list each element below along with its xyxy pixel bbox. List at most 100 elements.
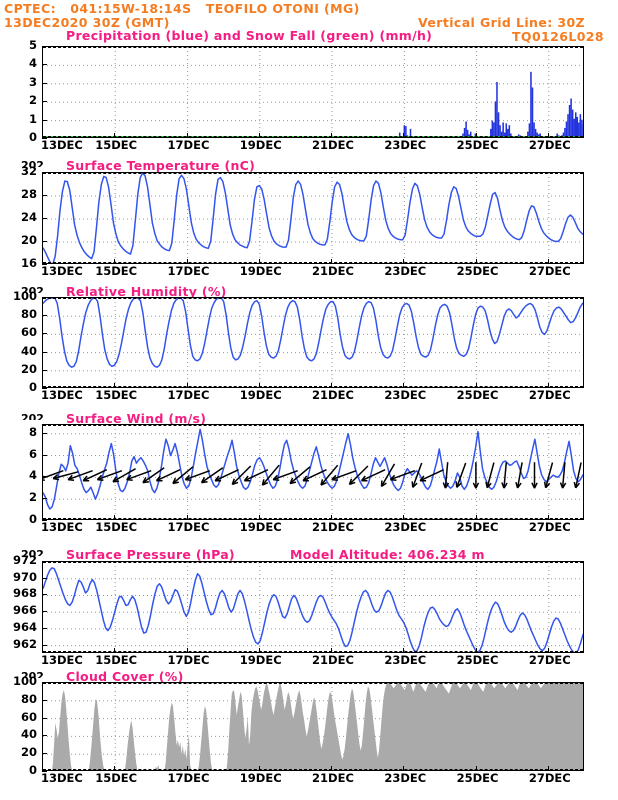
x-tick-label: 23DEC (384, 653, 427, 667)
x-tick-mark (42, 383, 43, 388)
x-tick-label: 19DEC (239, 653, 282, 667)
x-tick-mark (42, 648, 43, 653)
x-tick-mark (186, 133, 188, 138)
y-tick-mark (42, 432, 47, 434)
plot-bottom-axis (43, 136, 583, 137)
y-tick-mark (42, 561, 47, 562)
y-tick-mark (42, 644, 47, 646)
x-tick-label: 23DEC (384, 388, 427, 402)
plot-canvas-precipitation (43, 47, 583, 137)
x-tick-mark (403, 515, 405, 520)
x-tick-mark (114, 259, 116, 264)
x-tick-label: 27DEC (528, 771, 571, 785)
plot-top-axis (43, 47, 583, 48)
x-tick-mark (42, 515, 43, 520)
x-tick-label: 15DEC (95, 388, 138, 402)
x-tick-label: 19DEC (239, 138, 282, 152)
x-tick-label: 17DEC (167, 138, 210, 152)
x-tick-mark (186, 766, 188, 771)
y-tick-mark (42, 82, 47, 84)
x-tick-mark (258, 648, 260, 653)
x-tick-mark (258, 133, 260, 138)
y-tick-label: 0 (28, 512, 37, 526)
wind-direction-arrow (419, 469, 445, 482)
plot-bottom-axis (43, 518, 583, 519)
x-tick-mark (186, 515, 188, 520)
x-tick-mark (547, 766, 549, 771)
plot-panel-precipitation (42, 46, 584, 138)
y-tick-mark (42, 195, 47, 196)
y-tick-label: 4 (28, 56, 37, 71)
y-tick-mark (42, 333, 47, 335)
x-tick-label: 27DEC (528, 653, 571, 667)
wind-direction-arrow (485, 462, 495, 489)
y-tick-label: 972 (12, 553, 37, 567)
plot-top-axis (43, 298, 583, 299)
y-tick-label: 0 (28, 763, 37, 777)
wind-direction-arrow (380, 463, 396, 488)
panel-title-surface_pressure: Surface Pressure (hPa) (66, 547, 235, 562)
plot-frame (42, 172, 584, 264)
wind-direction-arrow (200, 467, 224, 484)
x-tick-label: 23DEC (384, 771, 427, 785)
x-tick-mark (331, 515, 333, 520)
x-tick-label: 15DEC (95, 520, 138, 534)
plot-panel-surface_pressure (42, 561, 584, 653)
clipped-year-artifact: 202 (21, 160, 44, 167)
x-tick-label: 25DEC (456, 388, 499, 402)
y-tick-mark (42, 297, 47, 298)
y-tick-label: 8 (28, 424, 37, 439)
y-tick-mark (42, 138, 47, 139)
clipped-year-artifact: 202 (21, 671, 44, 678)
y-tick-label: 1 (28, 111, 37, 126)
wind-direction-arrow (411, 462, 423, 488)
x-tick-label: 13DEC (41, 520, 83, 534)
x-tick-mark (186, 259, 188, 264)
x-tick-label: 15DEC (95, 264, 138, 278)
x-tick-label: 21DEC (312, 388, 354, 402)
x-tick-label: 23DEC (384, 520, 427, 534)
x-tick-label: 23DEC (384, 138, 427, 152)
x-tick-mark (547, 648, 549, 653)
wind-direction-arrow (573, 462, 582, 489)
x-tick-label: 25DEC (456, 520, 499, 534)
y-tick-mark (42, 218, 47, 219)
y-tick-label: 968 (12, 586, 37, 601)
x-tick-mark (258, 259, 260, 264)
wind-direction-arrow (360, 469, 386, 482)
y-tick-label: 80 (20, 691, 37, 706)
y-tick-mark (42, 594, 47, 596)
y-tick-mark (42, 369, 47, 371)
x-tick-mark (547, 383, 549, 388)
wind-direction-arrow (389, 469, 416, 481)
wind-direction-arrow (302, 469, 327, 482)
panel-title-surface_temperature: Surface Temperature (nC) (66, 158, 256, 173)
x-tick-mark (547, 133, 549, 138)
x-tick-label: 27DEC (528, 138, 571, 152)
x-tick-label: 13DEC (41, 388, 83, 402)
x-tick-mark (42, 259, 43, 264)
plot-top-axis (43, 683, 583, 684)
wind-direction-arrow (289, 466, 311, 485)
plot-canvas-cloud_cover (43, 683, 583, 770)
wind-direction-arrow (43, 469, 64, 481)
plot-frame (42, 561, 584, 653)
x-tick-label: 15DEC (95, 771, 138, 785)
x-tick-mark (331, 133, 333, 138)
x-tick-label: 17DEC (167, 520, 210, 534)
x-tick-label: 21DEC (312, 653, 354, 667)
x-tick-mark (186, 648, 188, 653)
x-tick-mark (547, 259, 549, 264)
y-tick-mark (42, 735, 47, 737)
plot-frame (42, 46, 584, 138)
x-tick-mark (42, 766, 43, 771)
plot-panel-relative_humidity (42, 297, 584, 388)
y-tick-label: 966 (12, 603, 37, 618)
plot-frame (42, 424, 584, 520)
wind-direction-arrow (320, 464, 339, 486)
y-tick-mark (42, 520, 47, 521)
run-datetime-label: 13DEC2020 30Z (GMT) (4, 15, 170, 30)
y-tick-label: 962 (12, 636, 37, 651)
y-tick-mark (42, 315, 47, 317)
x-tick-mark (114, 515, 116, 520)
